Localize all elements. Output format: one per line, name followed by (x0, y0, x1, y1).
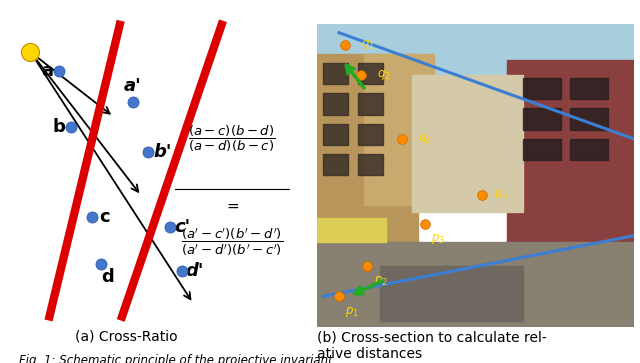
Text: $q_3$: $q_3$ (418, 132, 432, 146)
Bar (317, 242, 634, 327)
Text: a': a' (124, 77, 141, 95)
Text: a: a (41, 62, 53, 80)
Text: b: b (52, 118, 65, 136)
Bar (570, 139, 608, 160)
Text: $\dfrac{(a-c)(b-d)}{(a-d)(b-c)}$: $\dfrac{(a-c)(b-d)}{(a-d)(b-c)}$ (188, 125, 276, 154)
Bar (523, 78, 561, 99)
Text: $\dfrac{(a'-c')(b'-d')}{(a'-d')(b'-c')}$: $\dfrac{(a'-c')(b'-d')}{(a'-d')(b'-c')}$ (181, 227, 283, 258)
Bar (323, 154, 349, 175)
Text: $p_3$: $p_3$ (431, 232, 445, 246)
Text: c: c (99, 208, 109, 227)
Text: c': c' (174, 218, 191, 236)
Bar (358, 124, 383, 145)
Bar (323, 63, 349, 84)
Bar (523, 139, 561, 160)
Text: d': d' (185, 261, 204, 280)
Bar (412, 75, 523, 212)
Text: b': b' (154, 143, 172, 161)
Bar (317, 217, 387, 242)
Bar (323, 124, 349, 145)
Bar (323, 93, 349, 115)
Text: $=$: $=$ (224, 197, 240, 212)
Bar (358, 93, 383, 115)
Text: (a) Cross-Ratio: (a) Cross-Ratio (76, 330, 178, 344)
Bar (358, 63, 383, 84)
Bar (317, 54, 418, 327)
Bar (570, 109, 608, 130)
Bar (364, 54, 434, 205)
Bar (358, 154, 383, 175)
Text: $q_2$: $q_2$ (377, 68, 391, 82)
Bar (317, 24, 634, 109)
Text: Fig. 1: Schematic principle of the projective invariant: Fig. 1: Schematic principle of the proje… (19, 354, 333, 363)
Bar (507, 60, 634, 327)
Bar (380, 266, 523, 321)
Bar (570, 78, 608, 99)
Text: (b) Cross-section to calculate rel-
ative distances: (b) Cross-section to calculate rel- ativ… (317, 330, 547, 360)
Text: d: d (100, 268, 113, 286)
Text: $p_{\infty}$: $p_{\infty}$ (494, 188, 509, 202)
Text: $p_2$: $p_2$ (374, 274, 388, 288)
Text: $p_1$: $p_1$ (346, 305, 359, 319)
Text: $q_1$: $q_1$ (361, 38, 375, 52)
Bar (523, 109, 561, 130)
